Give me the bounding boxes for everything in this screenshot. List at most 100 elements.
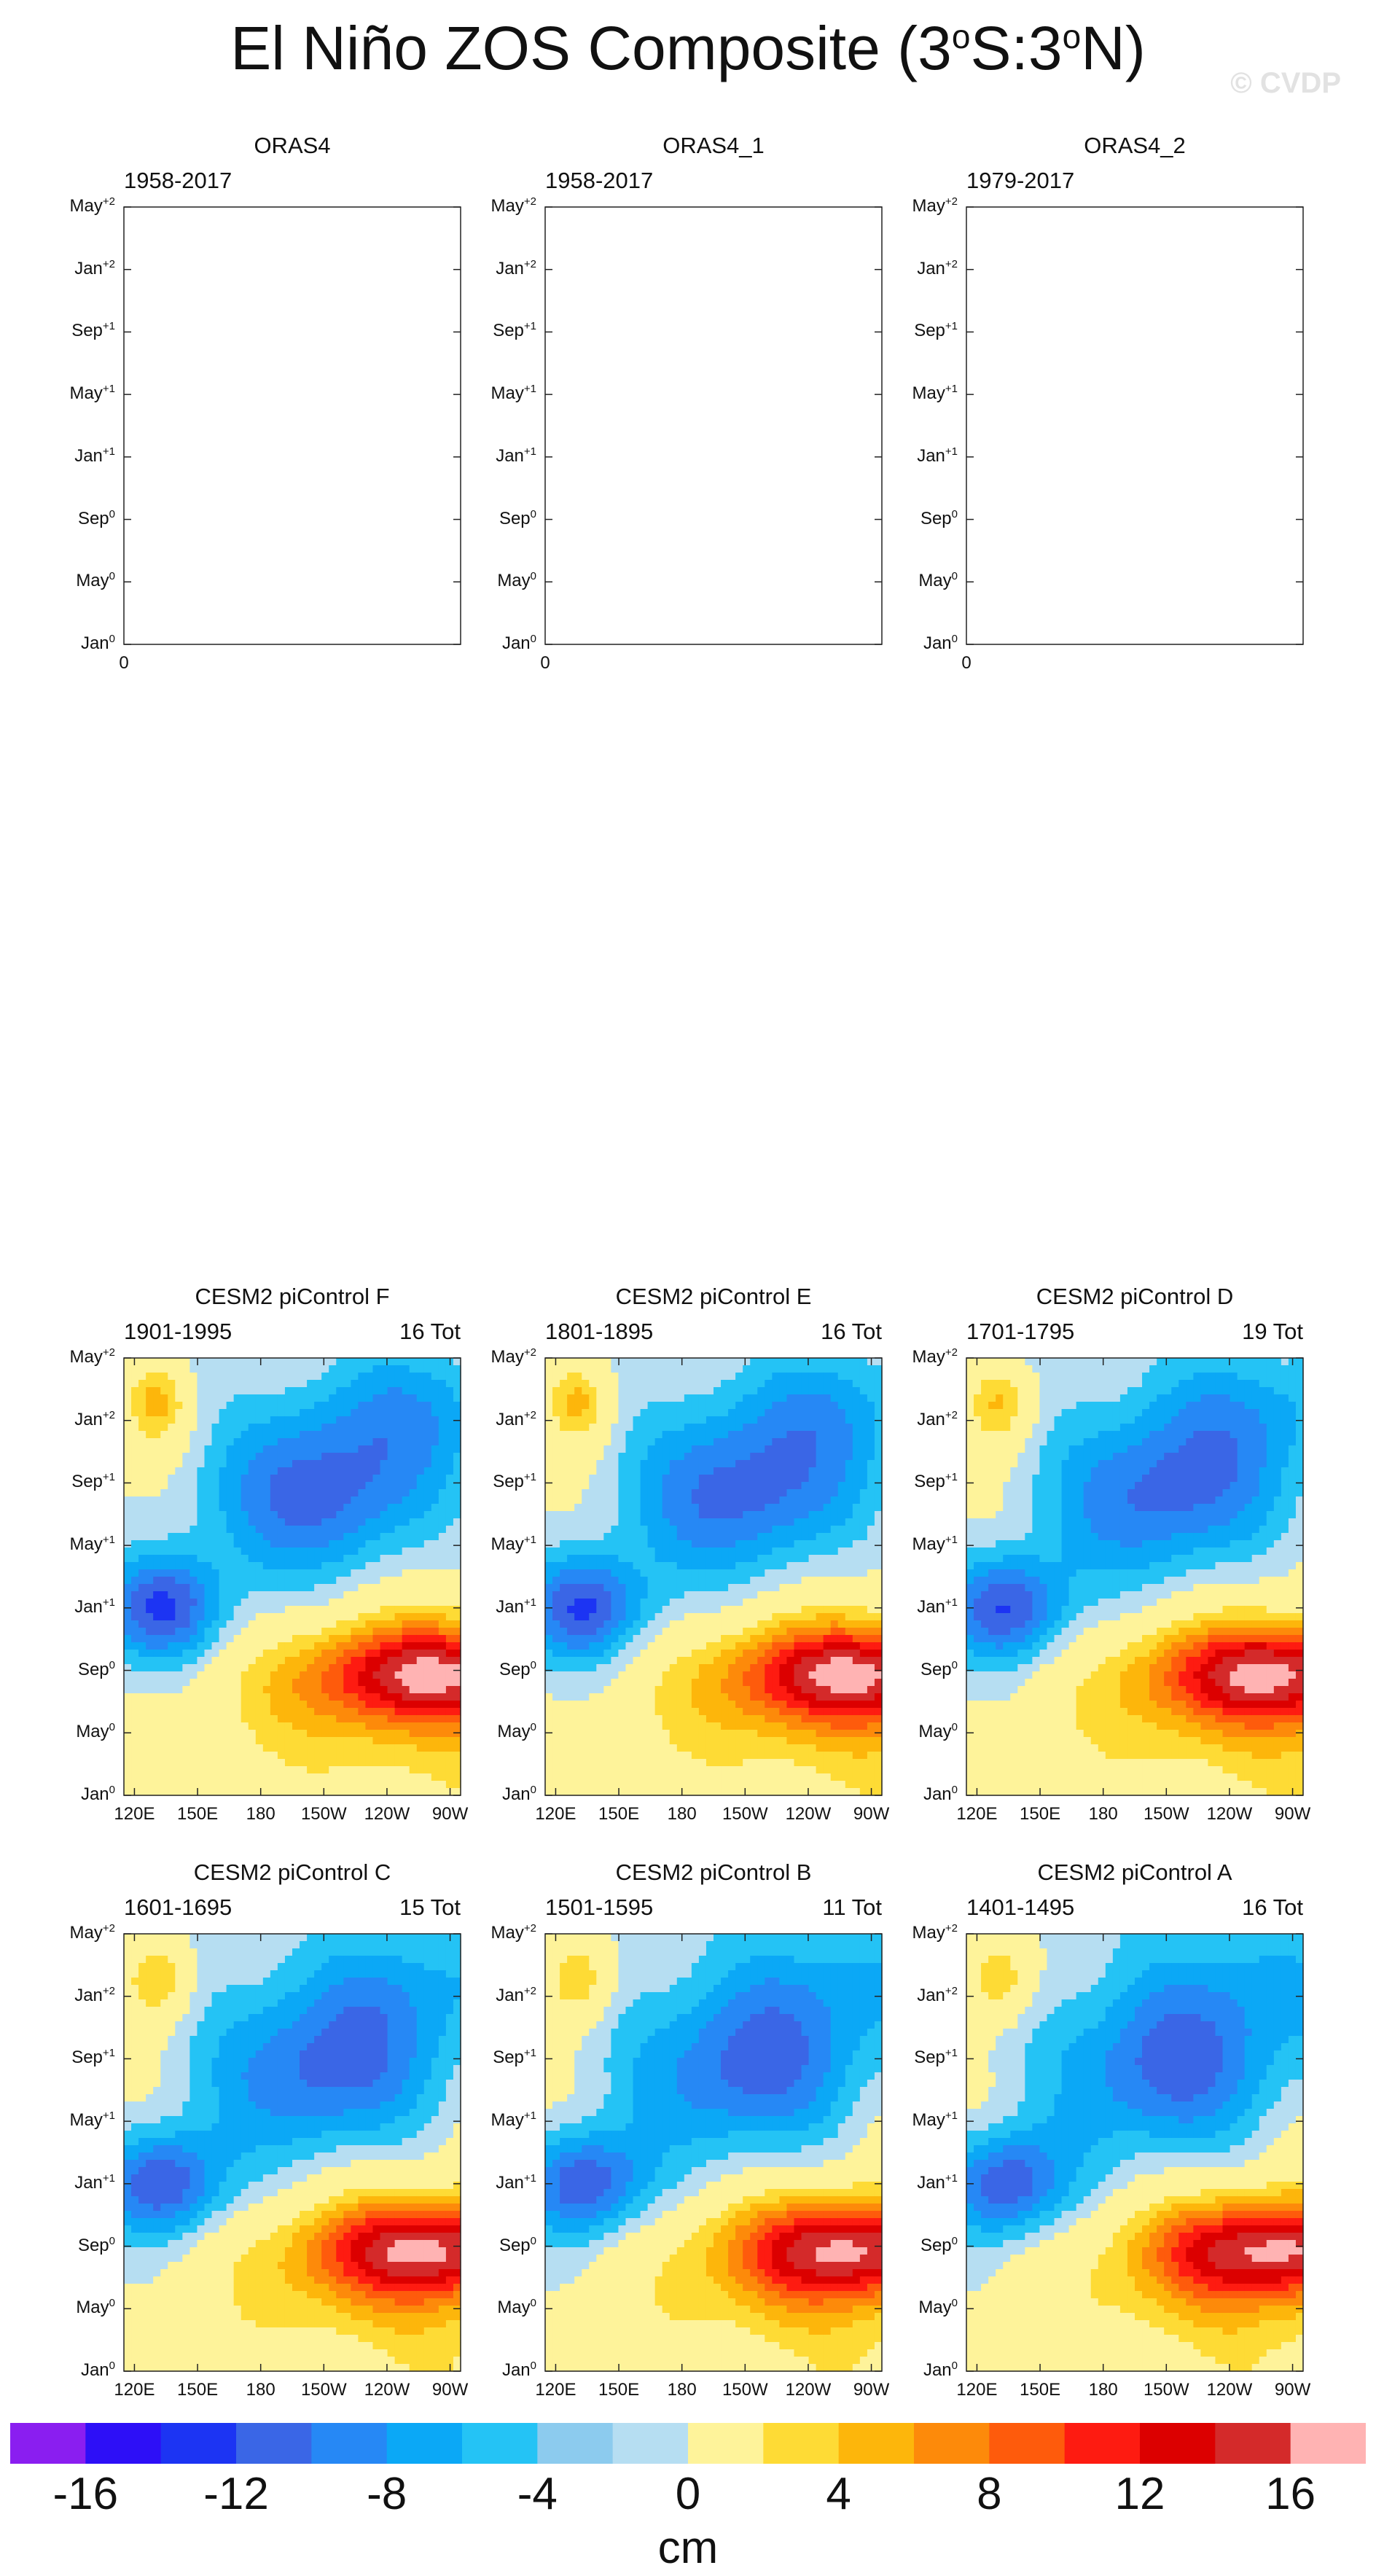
heatmap-cell xyxy=(647,1358,656,1366)
heatmap-cell xyxy=(423,1358,432,1366)
heatmap-cell xyxy=(786,1599,795,1607)
heatmap-cell xyxy=(589,1460,597,1468)
heatmap-cell xyxy=(874,1569,883,1577)
heatmap-cell xyxy=(633,1577,641,1585)
heatmap-cell xyxy=(691,1599,700,1607)
heatmap-cell xyxy=(365,1496,374,1504)
heatmap-cell xyxy=(204,1650,213,1658)
heatmap-cell xyxy=(552,1671,560,1679)
heatmap-cell xyxy=(211,1569,220,1577)
y-tick-label: Jan0 xyxy=(80,1784,115,1804)
heatmap-cell xyxy=(416,1635,425,1643)
heatmap-cell xyxy=(277,1402,286,1410)
heatmap-cell xyxy=(336,1380,344,1388)
heatmap-cell xyxy=(409,1467,418,1475)
heatmap-cell xyxy=(351,1387,359,1395)
heatmap-cell xyxy=(219,1752,227,1760)
heatmap-cell xyxy=(168,1540,176,1548)
heatmap-cell xyxy=(801,1642,810,1650)
heatmap-cell xyxy=(387,1599,396,1607)
heatmap-cell xyxy=(211,1664,220,1672)
heatmap-cell xyxy=(859,1620,868,1628)
heatmap-cell xyxy=(801,1358,810,1366)
heatmap-cell xyxy=(735,1467,743,1475)
heatmap-cell xyxy=(874,1402,883,1410)
y-tick-label: Jan0 xyxy=(923,633,958,653)
heatmap-cell xyxy=(765,1489,773,1497)
heatmap-cell xyxy=(146,1759,154,1767)
heatmap-cell xyxy=(380,1708,388,1716)
heatmap-cell xyxy=(837,1504,846,1512)
heatmap-cell xyxy=(552,1657,560,1665)
heatmap-cell xyxy=(611,1438,619,1446)
heatmap-cell xyxy=(241,1591,249,1599)
heatmap-cell xyxy=(255,1591,264,1599)
heatmap-cell xyxy=(837,1358,846,1366)
heatmap-cell xyxy=(219,1715,227,1723)
heatmap-cell xyxy=(233,1467,242,1475)
heatmap-cell xyxy=(241,1518,249,1526)
heatmap-cell xyxy=(867,1475,875,1483)
heatmap-cell xyxy=(329,1460,337,1468)
heatmap-cell xyxy=(874,1664,883,1672)
heatmap-cell xyxy=(211,1773,220,1781)
heatmap-cell xyxy=(779,1591,788,1599)
heatmap-cell xyxy=(633,1496,641,1504)
heatmap-cell xyxy=(329,1788,337,1796)
heatmap-cell xyxy=(633,1584,641,1592)
heatmap-cell xyxy=(676,1591,685,1599)
heatmap-cell xyxy=(277,1373,286,1381)
heatmap-cell xyxy=(262,1584,271,1592)
heatmap-cell xyxy=(772,1635,780,1643)
heatmap-cell xyxy=(698,1518,707,1526)
heatmap-cell xyxy=(714,1402,722,1410)
heatmap-cell xyxy=(647,1526,656,1534)
heatmap-cell xyxy=(845,1380,853,1388)
heatmap-cell xyxy=(633,1431,641,1439)
heatmap-cell xyxy=(779,1569,788,1577)
heatmap-cell xyxy=(603,1657,611,1665)
heatmap-cell xyxy=(211,1657,220,1665)
heatmap-cell xyxy=(372,1424,381,1432)
heatmap-cell xyxy=(552,1467,560,1475)
heatmap-cell xyxy=(248,1766,257,1774)
heatmap-cell xyxy=(582,1642,590,1650)
heatmap-cell xyxy=(321,1701,329,1709)
heatmap-cell xyxy=(416,1555,425,1563)
heatmap-cell xyxy=(314,1394,322,1402)
heatmap-cell xyxy=(633,1358,641,1366)
heatmap-cell xyxy=(189,1467,198,1475)
heatmap-cell xyxy=(845,1402,853,1410)
heatmap-cell xyxy=(779,1547,788,1556)
heatmap-cell xyxy=(705,1562,714,1570)
heatmap-cell xyxy=(431,1533,439,1541)
heatmap-cell xyxy=(837,1424,846,1432)
heatmap-cell xyxy=(830,1599,839,1607)
heatmap-cell xyxy=(124,1518,132,1526)
heatmap-cell xyxy=(138,1657,146,1665)
heatmap-cell xyxy=(603,1409,611,1417)
heatmap-cell xyxy=(772,1569,780,1577)
heatmap-cell xyxy=(676,1402,685,1410)
heatmap-cell xyxy=(786,1613,795,1621)
heatmap-cell xyxy=(277,1577,286,1585)
heatmap-cell xyxy=(182,1613,190,1621)
heatmap-cell xyxy=(219,1620,227,1628)
heatmap-cell xyxy=(567,1489,575,1497)
heatmap-cell xyxy=(211,1715,220,1723)
heatmap-cell xyxy=(277,1562,286,1570)
heatmap-cell xyxy=(248,1453,257,1461)
heatmap-cell xyxy=(329,1773,337,1781)
heatmap-cell xyxy=(248,1722,257,1730)
heatmap-cell xyxy=(168,1650,176,1658)
heatmap-cell xyxy=(845,1373,853,1381)
heatmap-cell xyxy=(714,1620,722,1628)
heatmap-cell xyxy=(611,1489,619,1497)
heatmap-cell xyxy=(618,1606,627,1614)
heatmap-cell xyxy=(801,1664,810,1672)
heatmap-cell xyxy=(219,1387,227,1395)
heatmap-cell xyxy=(409,1547,418,1556)
heatmap-cell xyxy=(735,1496,743,1504)
heatmap-cell xyxy=(124,1511,132,1519)
heatmap-cell xyxy=(160,1358,168,1366)
